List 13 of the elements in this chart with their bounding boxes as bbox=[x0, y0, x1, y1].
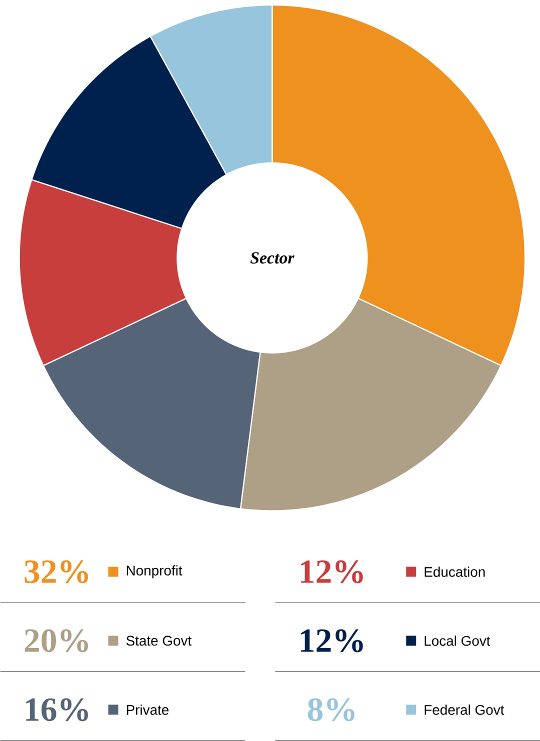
legend-label: Private bbox=[126, 704, 168, 715]
legend-label: Nonprofit bbox=[126, 565, 182, 578]
legend-label: State Govt bbox=[126, 636, 192, 646]
data-label: 32% bbox=[24, 560, 88, 584]
legend-label: Federal Govt bbox=[424, 704, 504, 715]
legend-label: Local Govt bbox=[424, 636, 490, 646]
text: Sector bbox=[250, 252, 294, 264]
data-label: 8% bbox=[308, 698, 354, 722]
legend-label: Education bbox=[424, 566, 485, 577]
data-label: 12% bbox=[300, 629, 363, 652]
data-label: 20% bbox=[24, 629, 88, 652]
data-label: 12% bbox=[300, 560, 363, 584]
data-label: 16% bbox=[26, 698, 88, 722]
